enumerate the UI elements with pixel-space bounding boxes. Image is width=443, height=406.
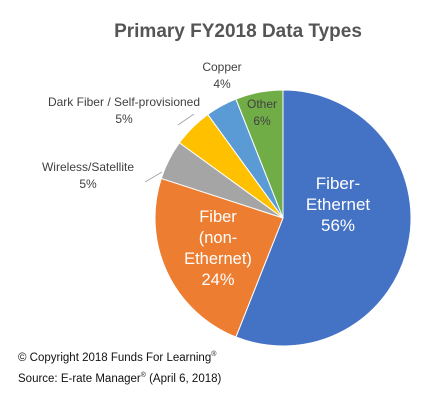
slice-percent: 4%: [213, 77, 231, 91]
leader-line: [177, 113, 195, 126]
slice-name: (non-: [199, 229, 238, 247]
pie-slices: [154, 89, 412, 347]
slice-label: Fiber (non- Ethernet) 24%: [184, 208, 252, 289]
leader-line: [144, 171, 163, 183]
slice-name: Dark Fiber / Self-provisioned: [48, 95, 200, 109]
chart-title: Primary FY2018 Data Types: [114, 21, 362, 42]
pie-slice: [235, 89, 412, 347]
pie-slice: [154, 177, 284, 338]
slice-label: Fiber- Ethernet 56%: [306, 174, 371, 235]
slice-name: Fiber-: [316, 174, 360, 193]
slice-percent: 5%: [115, 112, 133, 126]
source-line: Source: E-rate Manager® (April 6, 2018): [18, 367, 221, 388]
slice-label: Copper 4%: [202, 60, 241, 91]
slice-labels: Fiber- Ethernet 56% Fiber (non- Ethernet) 24% W…: [42, 60, 370, 289]
slice-label: Dark Fiber / Self-provisioned 5%: [48, 95, 200, 126]
slice-percent: 56%: [321, 216, 355, 235]
slice-label: Wireless/Satellite 5%: [42, 160, 134, 191]
slice-name: Wireless/Satellite: [42, 160, 134, 174]
source-text: Source: E-rate Manager: [18, 372, 141, 385]
slice-name: Ethernet): [184, 250, 252, 268]
source-date: (April 6, 2018): [145, 372, 222, 385]
slice-name: Copper: [202, 60, 241, 74]
footer: © Copyright 2018 Funds For Learning® Sou…: [18, 346, 221, 388]
slice-label: Other 6%: [247, 97, 277, 128]
slice-percent: 24%: [201, 271, 234, 289]
registered-mark: ®: [140, 371, 146, 379]
slice-name: Other: [247, 97, 277, 111]
slice-percent: 5%: [79, 177, 97, 191]
pie-slice: [235, 89, 284, 219]
copyright-line: © Copyright 2018 Funds For Learning®: [18, 346, 221, 367]
slice-name: Ethernet: [306, 195, 371, 214]
leader-lines: [144, 113, 195, 183]
copyright-text: © Copyright 2018 Funds For Learning: [18, 351, 212, 364]
slice-percent: 6%: [253, 114, 271, 128]
registered-mark: ®: [211, 351, 217, 358]
slice-name: Fiber: [199, 208, 237, 226]
